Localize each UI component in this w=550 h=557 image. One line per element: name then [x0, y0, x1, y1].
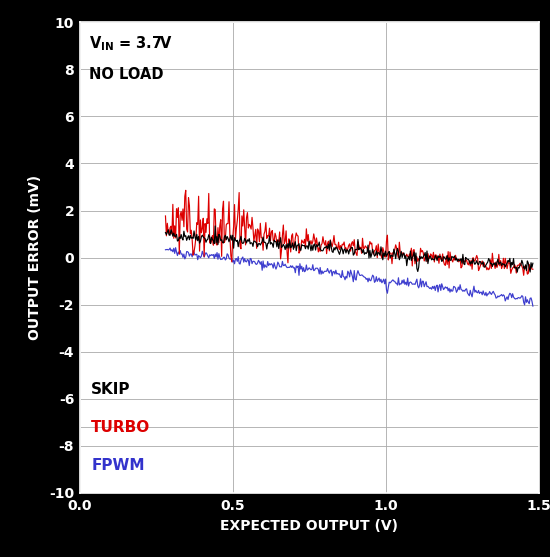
Text: $\mathregular{V_{IN}}$ = 3.7V: $\mathregular{V_{IN}}$ = 3.7V	[89, 34, 173, 53]
X-axis label: EXPECTED OUTPUT (V): EXPECTED OUTPUT (V)	[221, 520, 398, 534]
Text: SKIP: SKIP	[91, 382, 131, 397]
Text: TURBO: TURBO	[91, 420, 151, 435]
Text: FPWM: FPWM	[91, 458, 145, 473]
Y-axis label: OUTPUT ERROR (mV): OUTPUT ERROR (mV)	[28, 175, 42, 340]
Text: NO LOAD: NO LOAD	[89, 67, 163, 82]
